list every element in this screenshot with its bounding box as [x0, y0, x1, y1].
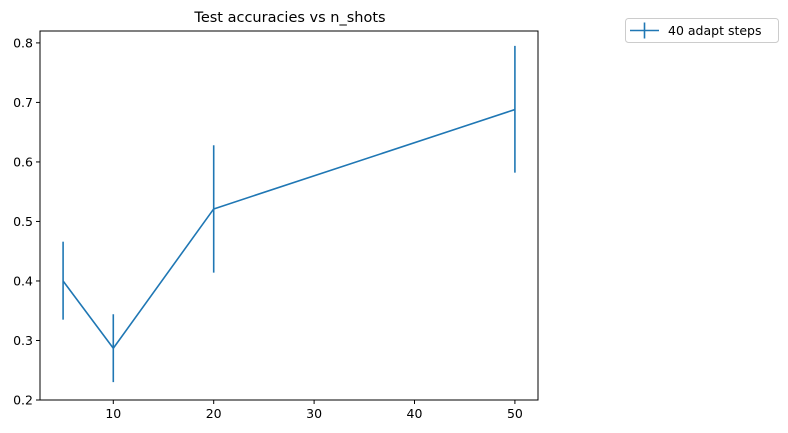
y-tick-label: 0.8	[13, 35, 33, 50]
chart-title: Test accuracies vs n_shots	[193, 10, 385, 26]
legend: 40 adapt steps	[625, 18, 779, 43]
y-tick-label: 0.7	[13, 95, 33, 110]
plot-area: 10 20 30 40 50 0.2 0.3 0.4 0.5 0.6 0.7 0.8	[13, 30, 539, 421]
y-tick-label: 0.2	[13, 393, 33, 408]
x-tick-label: 20	[206, 406, 222, 421]
series-line-0	[62, 108, 516, 350]
legend-frame	[625, 18, 779, 43]
axes-frame	[39, 30, 539, 401]
x-tick-label: 30	[306, 406, 322, 421]
x-tick-label: 10	[105, 406, 121, 421]
y-tick-label: 0.5	[13, 214, 33, 229]
y-tick-label: 0.6	[13, 154, 33, 169]
y-tick-label: 0.3	[13, 333, 33, 348]
y-tick-label: 0.4	[13, 273, 33, 288]
x-tick-label: 40	[407, 406, 423, 421]
x-tick-label: 50	[507, 406, 523, 421]
legend-label: 40 adapt steps	[668, 23, 762, 38]
